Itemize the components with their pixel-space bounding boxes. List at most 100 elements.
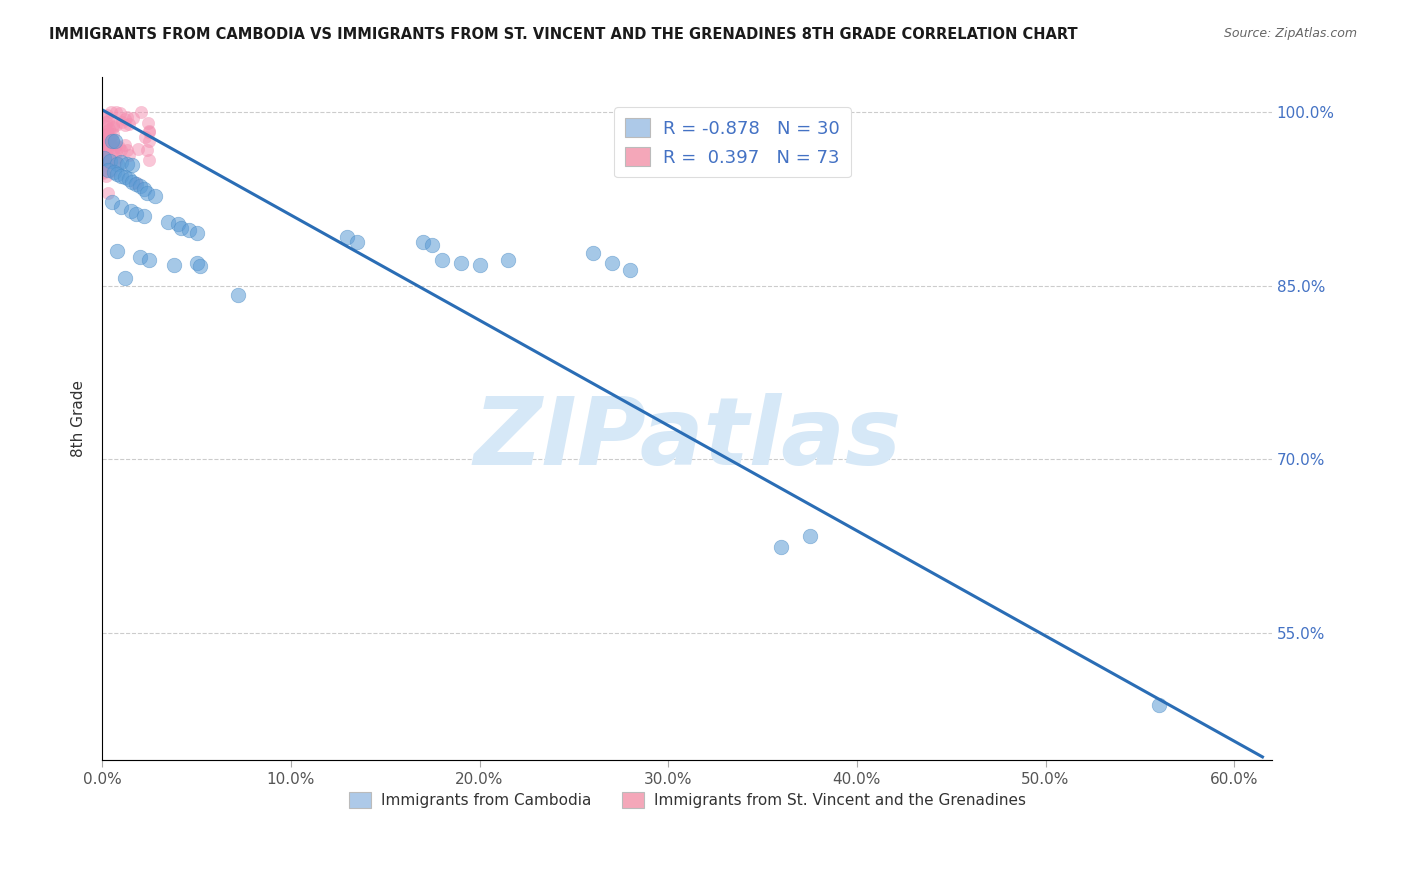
Point (96, 124, 118, 138)
Point (134, 129, 156, 144)
Point (105, 105, 128, 120)
Point (770, 541, 793, 555)
Point (100, 105, 122, 120)
Point (111, 115, 134, 129)
Point (136, 143, 159, 157)
Point (104, 153, 127, 168)
Point (600, 255, 623, 269)
Point (114, 169, 136, 184)
Point (619, 262, 641, 277)
Point (98, 153, 121, 168)
Point (121, 158, 143, 172)
Point (120, 203, 142, 218)
Point (100, 130, 122, 145)
Point (186, 255, 208, 269)
Point (94, 115, 117, 129)
Point (132, 181, 155, 195)
Point (105, 137, 128, 152)
Point (91, 138, 114, 153)
Point (143, 188, 166, 202)
Point (100, 163, 122, 178)
Point (97, 163, 120, 178)
Point (121, 175, 143, 189)
Point (96, 127, 118, 141)
Point (346, 235, 368, 249)
Point (129, 179, 152, 194)
Point (336, 230, 359, 244)
Point (582, 246, 605, 260)
Point (96, 143, 118, 157)
Point (110, 155, 132, 169)
Point (91, 110, 114, 124)
Point (98, 132, 121, 146)
Point (94, 119, 117, 133)
Point (117, 172, 139, 186)
Point (157, 215, 180, 229)
Point (105, 157, 128, 171)
Point (97, 186, 120, 201)
Point (93, 140, 115, 154)
Point (110, 143, 132, 157)
Point (94, 128, 117, 142)
Point (186, 226, 208, 240)
Point (138, 134, 160, 148)
Point (129, 250, 152, 264)
Point (422, 238, 444, 252)
Point (94, 147, 117, 161)
Point (114, 112, 136, 127)
Point (115, 157, 138, 171)
Point (93, 128, 115, 142)
Point (110, 200, 132, 214)
Point (93, 135, 115, 149)
Point (138, 123, 160, 137)
Point (97, 113, 120, 128)
Point (100, 134, 122, 148)
Point (163, 258, 186, 272)
Point (450, 255, 472, 269)
Point (103, 127, 125, 141)
Point (91, 139, 114, 153)
Y-axis label: 8th Grade: 8th Grade (72, 380, 86, 458)
Point (100, 195, 122, 210)
Text: IMMIGRANTS FROM CAMBODIA VS IMMIGRANTS FROM ST. VINCENT AND THE GRENADINES 8TH G: IMMIGRANTS FROM CAMBODIA VS IMMIGRANTS F… (49, 27, 1078, 42)
Point (107, 140, 129, 154)
Point (125, 176, 148, 190)
Point (97, 134, 120, 148)
Point (121, 112, 143, 126)
Point (468, 258, 491, 272)
Point (91, 165, 114, 179)
Point (96, 107, 118, 121)
Point (94, 136, 117, 150)
Point (97, 154, 120, 169)
Point (103, 118, 125, 132)
Point (188, 259, 211, 273)
Point (94, 138, 117, 153)
Point (118, 148, 141, 162)
Point (105, 244, 128, 258)
Point (108, 105, 131, 120)
Point (129, 105, 152, 120)
Point (166, 218, 188, 232)
Point (430, 253, 453, 268)
Point (136, 115, 159, 129)
Point (104, 145, 127, 160)
Point (104, 134, 127, 148)
Point (103, 142, 125, 156)
Point (91, 150, 114, 164)
Point (93, 153, 115, 168)
Point (226, 288, 249, 302)
Point (799, 529, 821, 543)
Point (94, 155, 117, 169)
Point (91, 156, 114, 170)
Point (496, 253, 519, 268)
Point (94, 140, 117, 154)
Point (115, 110, 138, 124)
Point (177, 223, 200, 237)
Point (96, 143, 118, 157)
Legend: Immigrants from Cambodia, Immigrants from St. Vincent and the Grenadines: Immigrants from Cambodia, Immigrants fro… (343, 786, 1032, 814)
Point (105, 167, 128, 181)
Point (125, 207, 148, 221)
Point (127, 142, 149, 156)
Point (412, 235, 434, 249)
Point (98, 136, 121, 150)
